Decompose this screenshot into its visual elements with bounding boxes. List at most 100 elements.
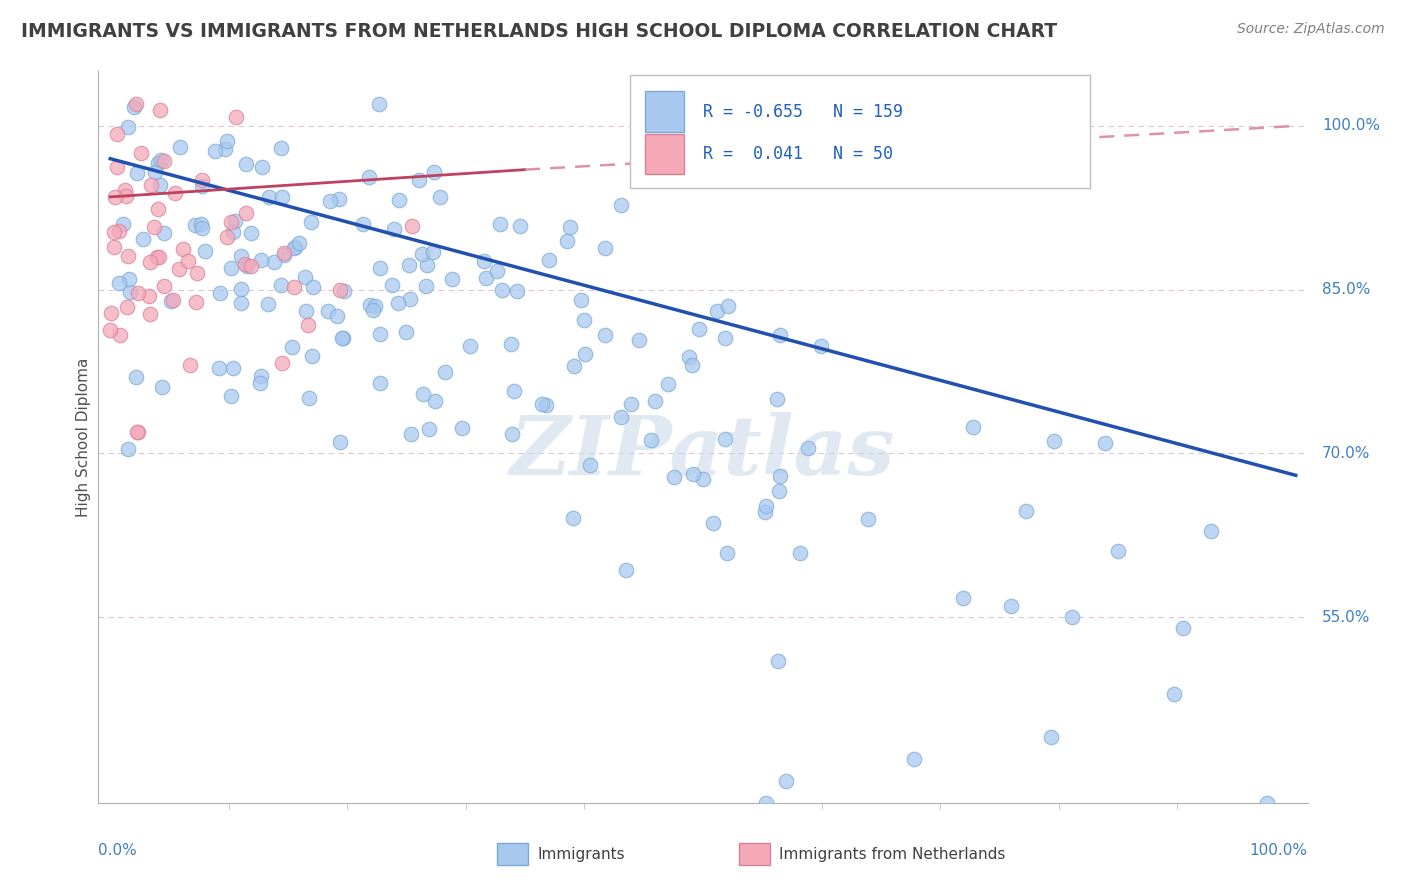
Point (962, 420, 984, 434)
Point (1143, 806, 1166, 821)
Point (627, 333, 650, 347)
Point (233, 257, 256, 271)
Point (399, 427, 422, 442)
Point (250, 161, 273, 175)
Point (534, 398, 557, 412)
Point (329, 435, 352, 450)
Point (283, 280, 305, 294)
Point (1060, 610, 1083, 624)
Point (294, 269, 316, 284)
Text: 100.0%: 100.0% (1250, 843, 1308, 858)
Point (692, 472, 714, 486)
Point (620, 397, 643, 411)
Point (204, 144, 226, 158)
Point (789, 546, 811, 560)
Point (678, 350, 700, 364)
Point (127, 425, 149, 439)
Point (1199, 524, 1222, 538)
Point (411, 247, 433, 261)
Point (288, 236, 311, 251)
Point (491, 283, 513, 297)
Point (1043, 434, 1066, 448)
Point (368, 326, 391, 341)
Point (103, 240, 125, 254)
Point (352, 217, 374, 231)
Point (115, 189, 138, 203)
Point (162, 293, 184, 307)
Point (716, 546, 738, 560)
Point (149, 153, 172, 167)
Point (153, 153, 176, 168)
Point (139, 178, 162, 192)
Point (810, 339, 832, 353)
Point (118, 285, 141, 300)
Point (127, 425, 149, 439)
Point (122, 100, 145, 114)
Point (555, 234, 578, 248)
Point (127, 166, 149, 180)
Point (408, 173, 430, 187)
Point (284, 240, 307, 254)
Point (250, 252, 273, 267)
Point (364, 299, 387, 313)
Point (387, 295, 409, 310)
Point (167, 262, 190, 277)
Point (208, 286, 231, 301)
Point (148, 178, 170, 193)
Point (423, 394, 446, 409)
Point (578, 458, 600, 472)
Point (333, 284, 356, 298)
Point (441, 272, 464, 286)
Point (107, 224, 129, 238)
Point (1171, 621, 1194, 635)
Point (332, 331, 354, 345)
Point (149, 103, 172, 117)
Point (569, 293, 592, 307)
Text: ZIPatlas: ZIPatlas (510, 412, 896, 491)
Point (664, 470, 686, 484)
Point (610, 198, 633, 212)
Point (219, 215, 242, 229)
Point (281, 340, 304, 354)
Point (332, 331, 354, 345)
Point (319, 194, 342, 208)
Point (193, 244, 215, 258)
Point (415, 279, 437, 293)
Point (219, 261, 242, 276)
Point (561, 511, 583, 525)
Point (1163, 687, 1185, 701)
Point (148, 250, 170, 264)
Point (474, 271, 496, 285)
Point (640, 433, 662, 447)
Point (422, 244, 444, 259)
Point (1039, 731, 1062, 745)
Point (499, 337, 522, 351)
Point (208, 361, 231, 376)
Point (229, 282, 252, 296)
Point (146, 250, 169, 264)
Point (472, 254, 495, 268)
Point (271, 356, 294, 370)
Point (229, 249, 252, 263)
Point (273, 246, 295, 260)
Point (150, 380, 173, 394)
Point (117, 300, 139, 314)
Point (219, 389, 242, 403)
Text: R = -0.655   N = 159: R = -0.655 N = 159 (703, 103, 903, 120)
Text: 55.0%: 55.0% (1322, 610, 1371, 624)
Point (418, 422, 440, 436)
Point (160, 294, 183, 309)
Point (797, 441, 820, 455)
Point (235, 259, 257, 273)
Point (139, 308, 162, 322)
Point (769, 469, 792, 483)
Point (183, 219, 205, 233)
Point (249, 376, 271, 390)
FancyBboxPatch shape (498, 843, 527, 865)
Point (560, 219, 582, 234)
Point (509, 219, 531, 233)
Point (257, 297, 280, 311)
Point (273, 248, 295, 262)
Point (328, 192, 350, 206)
Point (142, 219, 165, 234)
